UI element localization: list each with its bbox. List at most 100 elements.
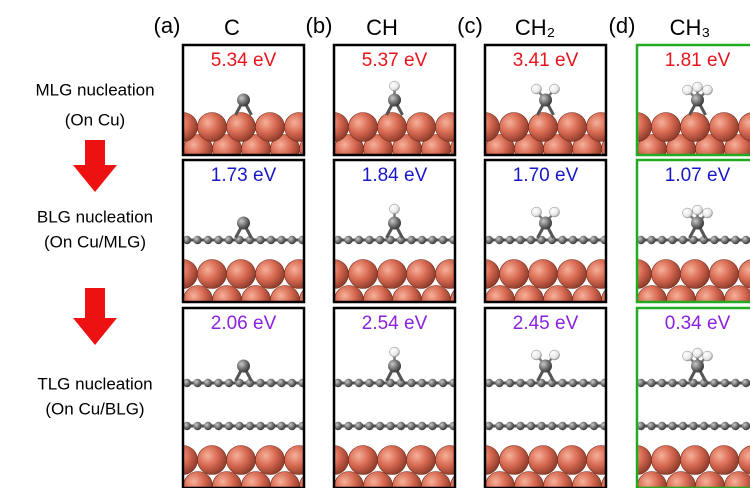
cu-atom	[436, 113, 465, 142]
c-atom	[225, 379, 233, 387]
panel	[306, 204, 480, 315]
row-label: TLG nucleation	[37, 374, 152, 393]
c-atom	[495, 236, 503, 244]
cu-atom	[500, 260, 529, 289]
energy-label: 1.81 eV	[665, 50, 731, 71]
cu-atom	[155, 135, 184, 164]
row-label: (On Cu/BLG)	[45, 399, 144, 418]
cu-atom	[609, 286, 638, 315]
species-label: CH	[366, 15, 398, 40]
cu-atom	[500, 113, 529, 142]
c-atom	[658, 379, 666, 387]
cu-atom	[349, 446, 378, 475]
cu-atom	[573, 286, 602, 315]
c-atom	[193, 422, 201, 430]
h-atom	[703, 208, 713, 218]
c-atom	[721, 422, 729, 430]
c-atom	[365, 379, 373, 387]
row-label: BLG nucleation	[37, 207, 153, 226]
panel	[457, 350, 631, 488]
cu-atom	[184, 286, 213, 315]
c-atom	[579, 236, 587, 244]
c-atom	[647, 422, 655, 430]
cu-atom	[256, 260, 285, 289]
species-label: CH₂	[515, 15, 555, 40]
c-atom	[439, 379, 447, 387]
c-atom	[298, 236, 306, 244]
c-atom	[679, 379, 687, 387]
cu-atom	[652, 113, 681, 142]
c-atom	[569, 379, 577, 387]
c-atom	[495, 422, 503, 430]
c-atom	[710, 379, 718, 387]
cu-atom	[407, 446, 436, 475]
cu-atom	[529, 113, 558, 142]
cu-atom	[256, 446, 285, 475]
c-atom	[600, 379, 608, 387]
row-label: (On Cu/MLG)	[44, 232, 146, 251]
c-atom	[355, 422, 363, 430]
c-atom	[344, 379, 352, 387]
c-atom	[376, 236, 384, 244]
panel-letter: (c)	[457, 13, 483, 38]
c-atom	[548, 422, 556, 430]
h-atom	[693, 205, 703, 215]
c-atom	[449, 379, 457, 387]
cu-atom	[500, 446, 529, 475]
figure: (a)C(b)CH(c)CH₂(d)CH₃MLG nucleation(On C…	[0, 0, 750, 488]
c-atom	[742, 379, 750, 387]
c-atom	[418, 379, 426, 387]
c-atom	[731, 236, 739, 244]
c-atom	[388, 217, 401, 230]
cu-atom	[739, 260, 750, 289]
c-atom	[439, 236, 447, 244]
c-atom	[691, 94, 704, 107]
c-atom	[700, 422, 708, 430]
cu-atom	[638, 286, 667, 315]
c-atom	[516, 422, 524, 430]
c-atom	[710, 236, 718, 244]
cu-atom	[349, 113, 378, 142]
energy-label: 0.34 eV	[665, 313, 731, 334]
c-atom	[237, 217, 250, 230]
c-atom	[527, 236, 535, 244]
cu-atom	[335, 286, 364, 315]
c-atom	[590, 379, 598, 387]
c-atom	[558, 379, 566, 387]
c-atom	[267, 422, 275, 430]
c-atom	[600, 236, 608, 244]
c-atom	[691, 217, 704, 230]
cu-atom	[667, 286, 696, 315]
c-atom	[569, 236, 577, 244]
cu-atom	[436, 446, 465, 475]
h-atom	[703, 351, 713, 361]
row-label: MLG nucleation	[35, 80, 154, 99]
c-atom	[355, 379, 363, 387]
cu-atom	[285, 113, 314, 142]
c-atom	[193, 236, 201, 244]
energy-label: 1.70 eV	[513, 165, 579, 186]
c-atom	[407, 236, 415, 244]
h-atom	[390, 204, 400, 214]
cu-atom	[681, 113, 710, 142]
c-atom	[579, 379, 587, 387]
c-atom	[376, 379, 384, 387]
cu-atom	[198, 113, 227, 142]
row-label: (On Cu)	[65, 110, 125, 129]
cu-atom	[285, 446, 314, 475]
cu-atom	[285, 260, 314, 289]
cu-atom	[198, 260, 227, 289]
panel-letter: (b)	[306, 13, 333, 38]
c-atom	[418, 422, 426, 430]
h-atom	[683, 85, 693, 95]
c-atom	[539, 94, 552, 107]
c-atom	[256, 379, 264, 387]
c-atom	[277, 236, 285, 244]
cu-atom	[306, 472, 335, 489]
c-atom	[267, 236, 275, 244]
c-atom	[516, 379, 524, 387]
c-atom	[742, 236, 750, 244]
c-atom	[527, 379, 535, 387]
cu-atom	[558, 113, 587, 142]
cu-atom	[529, 446, 558, 475]
